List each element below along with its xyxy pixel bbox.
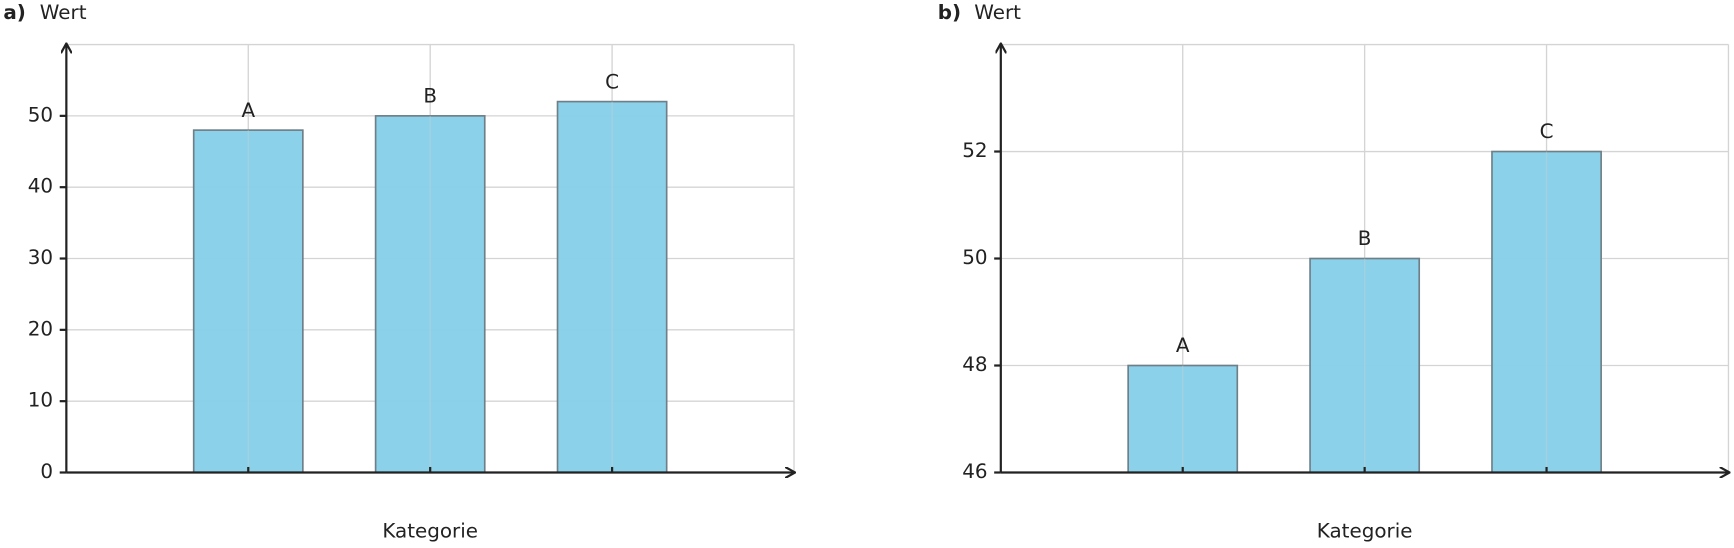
y-tick-label: 10 <box>28 389 53 412</box>
bar-category-label: C <box>1540 120 1554 143</box>
y-tick-label: 40 <box>28 175 53 198</box>
bar-category-label: B <box>1358 227 1372 250</box>
y-tick-label: 52 <box>962 139 987 162</box>
y-tick-label: 46 <box>962 460 987 483</box>
x-axis-label: Kategorie <box>1317 520 1413 543</box>
bar <box>192 129 304 474</box>
bar <box>374 115 486 474</box>
panel-label: b) <box>938 1 961 24</box>
y-tick-label: 30 <box>28 246 53 269</box>
y-tick-label: 50 <box>28 103 53 126</box>
bar-category-label: A <box>1176 334 1190 357</box>
y-tick-label: 48 <box>962 353 987 376</box>
bar <box>1491 150 1602 474</box>
x-axis-label: Kategorie <box>382 520 478 543</box>
bar <box>556 100 668 474</box>
bar <box>1127 364 1239 474</box>
panel-label: a) <box>3 1 26 24</box>
y-tick-label: 0 <box>40 460 53 483</box>
bar-category-label: A <box>241 99 255 122</box>
bar <box>1309 257 1421 474</box>
y-tick-label: 50 <box>962 246 987 269</box>
y-axis-label: Wert <box>974 1 1021 24</box>
y-tick-label: 20 <box>28 317 53 340</box>
bar-category-label: B <box>423 85 437 108</box>
y-axis-label: Wert <box>40 1 87 24</box>
bar-category-label: C <box>605 70 619 93</box>
